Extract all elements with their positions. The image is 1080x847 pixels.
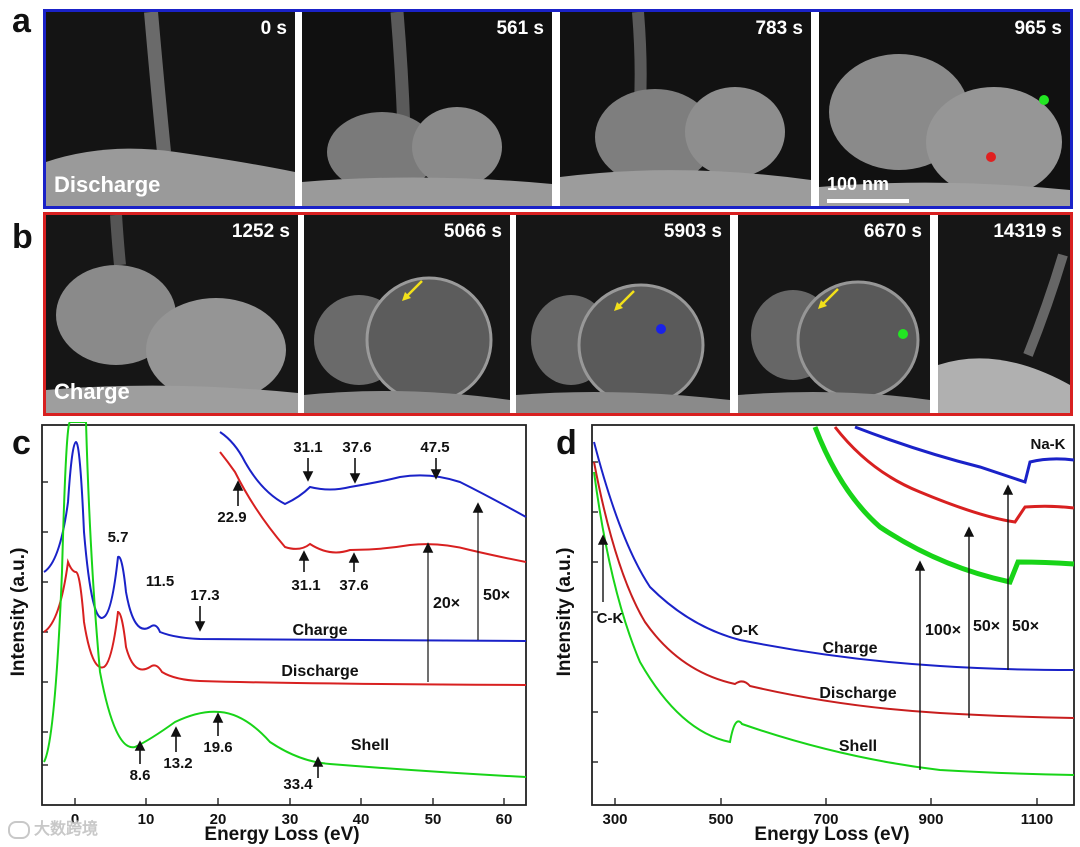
y-axis-label: Intensity (a.u.) [8, 548, 29, 677]
series-shell-line [593, 471, 1075, 776]
series-label: Charge [292, 622, 347, 639]
panel-a-frame: 0 s Discharge 561 s 783 s 965 s 10 [43, 9, 1073, 209]
panel-b-letter: b [12, 218, 33, 256]
x-tick: 60 [496, 811, 513, 828]
x-tick: 300 [602, 811, 627, 828]
tem-frame-561s: 561 s [302, 12, 552, 206]
time-label: 0 s [260, 18, 287, 39]
time-label: 1252 s [231, 221, 290, 242]
tem-frame-5066s: 5066 s [304, 215, 510, 413]
series-label: Charge [822, 640, 877, 657]
magnification-label: 20× [433, 595, 460, 612]
peak-label: 31.1 [293, 439, 322, 456]
scale-bar-label: 100 nm [827, 174, 890, 194]
panel-b-frame: 1252 s Charge 5066 s 5903 s [43, 212, 1073, 416]
panel-c-chart: 0 10 20 30 40 50 60 Energy Loss (eV) Int… [8, 422, 527, 845]
peak-label: 22.9 [217, 509, 246, 526]
series-label: Shell [351, 737, 389, 754]
time-label: 5903 s [663, 221, 722, 242]
peak-label: 37.6 [342, 439, 371, 456]
series-red-inset [833, 426, 1075, 524]
series-charge-inset [854, 425, 1075, 484]
magnification-label: 50× [973, 618, 1000, 635]
series-discharge-line [593, 461, 1075, 719]
edge-label: Na-K [1030, 436, 1065, 453]
series-label: Discharge [281, 663, 358, 680]
watermark: 大数跨境 [8, 815, 98, 839]
x-tick: 700 [813, 811, 838, 828]
charge-label: Charge [54, 379, 130, 404]
x-tick: 30 [282, 811, 299, 828]
panel-c-letter: c [12, 424, 31, 462]
peak-label: 13.2 [163, 755, 192, 772]
series-charge-line [43, 440, 527, 642]
x-tick: 1100 [1021, 811, 1054, 828]
peak-label: 8.6 [130, 767, 151, 784]
magnification-label: 100× [925, 622, 961, 639]
discharge-label: Discharge [54, 172, 161, 197]
x-tick: 0 [71, 811, 79, 828]
series-charge-inset [219, 431, 527, 518]
x-tick: 50 [425, 811, 442, 828]
magnification-label: 50× [483, 587, 510, 604]
peak-label: 37.6 [339, 577, 368, 594]
series-label: Shell [839, 738, 877, 755]
series-charge-line [593, 441, 1075, 671]
time-label: 783 s [755, 18, 803, 39]
tem-frame-783s: 783 s [560, 12, 811, 206]
peak-label: 31.1 [291, 577, 320, 594]
x-tick: 10 [138, 811, 155, 828]
tem-frame-0s: 0 s Discharge [46, 12, 295, 206]
tem-frame-6670s: 6670 s [738, 215, 930, 413]
time-label: 5066 s [443, 221, 502, 242]
tem-frame-1252s: 1252 s Charge [46, 215, 298, 413]
peak-label: 17.3 [190, 587, 219, 604]
time-label: 6670 s [863, 221, 922, 242]
peak-label: 5.7 [108, 529, 129, 546]
tem-frame-5903s: 5903 s [516, 215, 730, 413]
panel-d-letter: d [556, 424, 577, 462]
peak-label: 11.5 [146, 573, 174, 590]
tem-frame-14319s: 14319 s [938, 215, 1070, 413]
time-label: 14319 s [993, 221, 1062, 242]
tem-frame-965s: 965 s 100 nm [819, 12, 1070, 206]
series-red-inset [219, 451, 527, 563]
panel-d-chart: 300 500 700 900 1100 Energy Loss (eV) In… [554, 424, 1075, 845]
peak-label: 33.4 [283, 776, 313, 793]
x-tick: 40 [353, 811, 370, 828]
series-shell-inset [812, 426, 1075, 585]
peak-label: 19.6 [203, 739, 232, 756]
x-tick: 900 [918, 811, 943, 828]
y-axis-label: Intensity (a.u.) [554, 548, 575, 677]
time-label: 561 s [496, 18, 544, 39]
series-discharge-line [43, 558, 527, 686]
x-tick: 20 [210, 811, 227, 828]
panel-a-letter: a [12, 2, 31, 40]
x-axis-label: Energy Loss (eV) [754, 824, 909, 845]
watermark-logo-icon [8, 820, 30, 839]
peak-label: 47.5 [420, 439, 449, 456]
x-tick: 500 [708, 811, 733, 828]
time-label: 965 s [1014, 18, 1062, 39]
series-label: Discharge [819, 685, 896, 702]
edge-label: C-K [597, 610, 624, 627]
edge-label: O-K [731, 622, 759, 639]
magnification-label: 50× [1012, 618, 1039, 635]
x-axis-label: Energy Loss (eV) [204, 824, 359, 845]
